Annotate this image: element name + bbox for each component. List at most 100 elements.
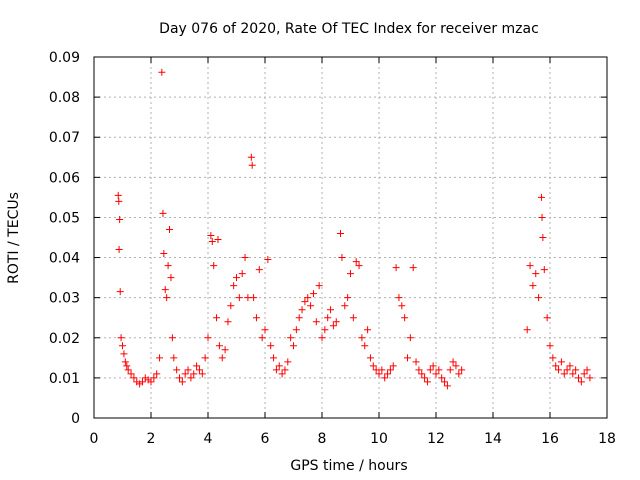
data-point (287, 334, 295, 342)
data-point (449, 358, 457, 366)
data-point (255, 266, 263, 274)
x-tick-label: 14 (484, 431, 502, 447)
data-point (309, 290, 317, 298)
data-point (557, 358, 565, 366)
data-point (270, 354, 278, 362)
data-point (575, 374, 582, 382)
data-point (546, 342, 554, 350)
data-point (361, 342, 369, 350)
data-point (264, 256, 272, 264)
data-point (452, 362, 460, 370)
data-point (455, 370, 463, 378)
data-point (406, 334, 414, 342)
data-point (272, 366, 280, 374)
y-tick-label: 0.05 (49, 210, 80, 226)
data-point (580, 370, 588, 378)
y-tick-label: 0.06 (49, 170, 80, 186)
data-point (116, 288, 124, 296)
data-point (443, 382, 451, 390)
x-tick-label: 18 (598, 431, 616, 447)
x-tick-label: 12 (427, 431, 445, 447)
data-point (384, 370, 392, 378)
data-point (415, 366, 423, 374)
data-point (355, 262, 363, 270)
data-point (187, 374, 195, 382)
data-point (307, 302, 315, 310)
y-tick-label: 0.07 (49, 130, 80, 146)
data-point (168, 334, 176, 342)
data-point (275, 362, 283, 370)
data-point (221, 346, 229, 354)
data-point (321, 326, 329, 334)
data-point (304, 294, 312, 302)
x-tick-label: 2 (147, 431, 156, 447)
data-point (526, 262, 534, 270)
data-point (207, 231, 215, 239)
data-point (153, 370, 161, 378)
data-point (540, 266, 548, 274)
data-point (523, 326, 531, 334)
data-point (123, 362, 131, 370)
data-point (214, 236, 222, 244)
axis-ticks (93, 56, 608, 419)
data-point (441, 378, 449, 386)
data-point (130, 374, 138, 382)
data-point (418, 370, 426, 378)
data-point (537, 193, 545, 201)
data-point (338, 254, 346, 262)
data-point (213, 314, 221, 322)
data-point (147, 378, 155, 386)
data-point (201, 354, 209, 362)
data-point (432, 370, 440, 378)
data-point (552, 362, 560, 370)
data-point (458, 366, 466, 374)
data-point (164, 262, 172, 270)
data-point (170, 354, 178, 362)
y-tick-label: 0.08 (49, 90, 80, 106)
data-points (114, 68, 594, 390)
data-point (215, 342, 223, 350)
data-point (315, 282, 323, 290)
data-point (532, 270, 540, 278)
data-point (378, 366, 386, 374)
data-point (347, 270, 354, 278)
data-point (173, 366, 181, 374)
data-point (267, 342, 275, 350)
data-point (538, 213, 546, 221)
data-point (318, 334, 326, 342)
data-point (163, 294, 171, 302)
y-axis-label: ROTI / TECUs (6, 192, 22, 284)
data-point (549, 354, 557, 362)
data-point (184, 366, 192, 374)
y-tick-label: 0.02 (49, 331, 80, 347)
data-point (375, 370, 383, 378)
data-point (572, 366, 580, 374)
data-point (327, 306, 335, 314)
data-point (227, 302, 235, 310)
data-point (250, 294, 258, 302)
x-tick-label: 8 (318, 431, 327, 447)
data-point (115, 246, 123, 254)
data-point (156, 354, 164, 362)
data-point (261, 326, 269, 334)
x-tick-label: 6 (261, 431, 270, 447)
data-point (539, 234, 547, 241)
y-tick-label: 0.01 (49, 371, 80, 387)
x-tick-label: 10 (370, 431, 388, 447)
y-tick-label: 0.03 (49, 291, 80, 307)
data-point (421, 374, 429, 382)
data-point (218, 354, 226, 362)
data-point (583, 366, 591, 374)
data-point (114, 191, 122, 199)
data-point (555, 366, 563, 374)
data-point (423, 378, 431, 386)
data-point (176, 374, 183, 382)
data-point (150, 374, 158, 382)
data-point (324, 314, 332, 322)
data-point (258, 334, 266, 342)
data-point (298, 306, 306, 314)
data-point (381, 374, 389, 382)
data-point (366, 354, 374, 362)
data-point (358, 334, 366, 342)
